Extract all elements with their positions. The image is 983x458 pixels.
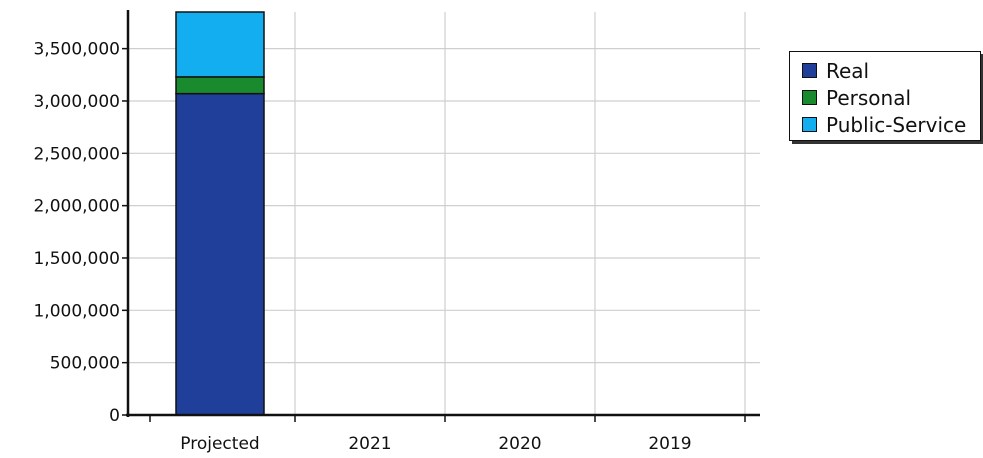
y-tick-label: 1,500,000 bbox=[33, 249, 120, 269]
bar-personal-projected bbox=[175, 76, 265, 95]
legend-label-public-service: Public-Service bbox=[826, 112, 967, 137]
y-axis-ticks: 0 500,000 1,000,000 1,500,000 2,000,000 2,500… bbox=[33, 40, 128, 426]
legend-label-real: Real bbox=[826, 58, 870, 83]
legend-swatch-real bbox=[802, 63, 817, 78]
stacked-bar-chart: 0 500,000 1,000,000 1,500,000 2,000,000 2,500… bbox=[33, 10, 760, 454]
x-tick-label: Projected bbox=[180, 434, 259, 454]
y-tick-label: 3,000,000 bbox=[33, 92, 120, 112]
bar-real-projected bbox=[175, 92, 265, 416]
y-tick-label: 2,000,000 bbox=[33, 197, 120, 217]
legend-label-personal: Personal bbox=[826, 85, 912, 110]
legend-item-real: Real bbox=[802, 57, 980, 84]
y-tick-label: 1,000,000 bbox=[33, 301, 120, 321]
legend: Real Personal Public-Service bbox=[789, 51, 981, 141]
bar-public-service-projected bbox=[175, 11, 265, 78]
y-tick-label: 500,000 bbox=[50, 354, 120, 374]
x-tick-label: 2020 bbox=[498, 434, 541, 454]
y-tick-label: 0 bbox=[109, 406, 120, 426]
axes bbox=[126, 10, 760, 417]
x-axis-ticks: Projected 2021 2020 2019 bbox=[149, 415, 746, 454]
legend-item-personal: Personal bbox=[802, 84, 980, 111]
bar-series bbox=[175, 11, 265, 416]
y-tick-label: 2,500,000 bbox=[33, 144, 120, 164]
y-tick-label: 3,500,000 bbox=[33, 40, 120, 60]
x-tick-label: 2019 bbox=[648, 434, 691, 454]
legend-item-public-service: Public-Service bbox=[802, 111, 980, 138]
legend-swatch-personal bbox=[802, 90, 817, 105]
x-tick-label: 2021 bbox=[348, 434, 391, 454]
legend-swatch-public-service bbox=[802, 117, 817, 132]
